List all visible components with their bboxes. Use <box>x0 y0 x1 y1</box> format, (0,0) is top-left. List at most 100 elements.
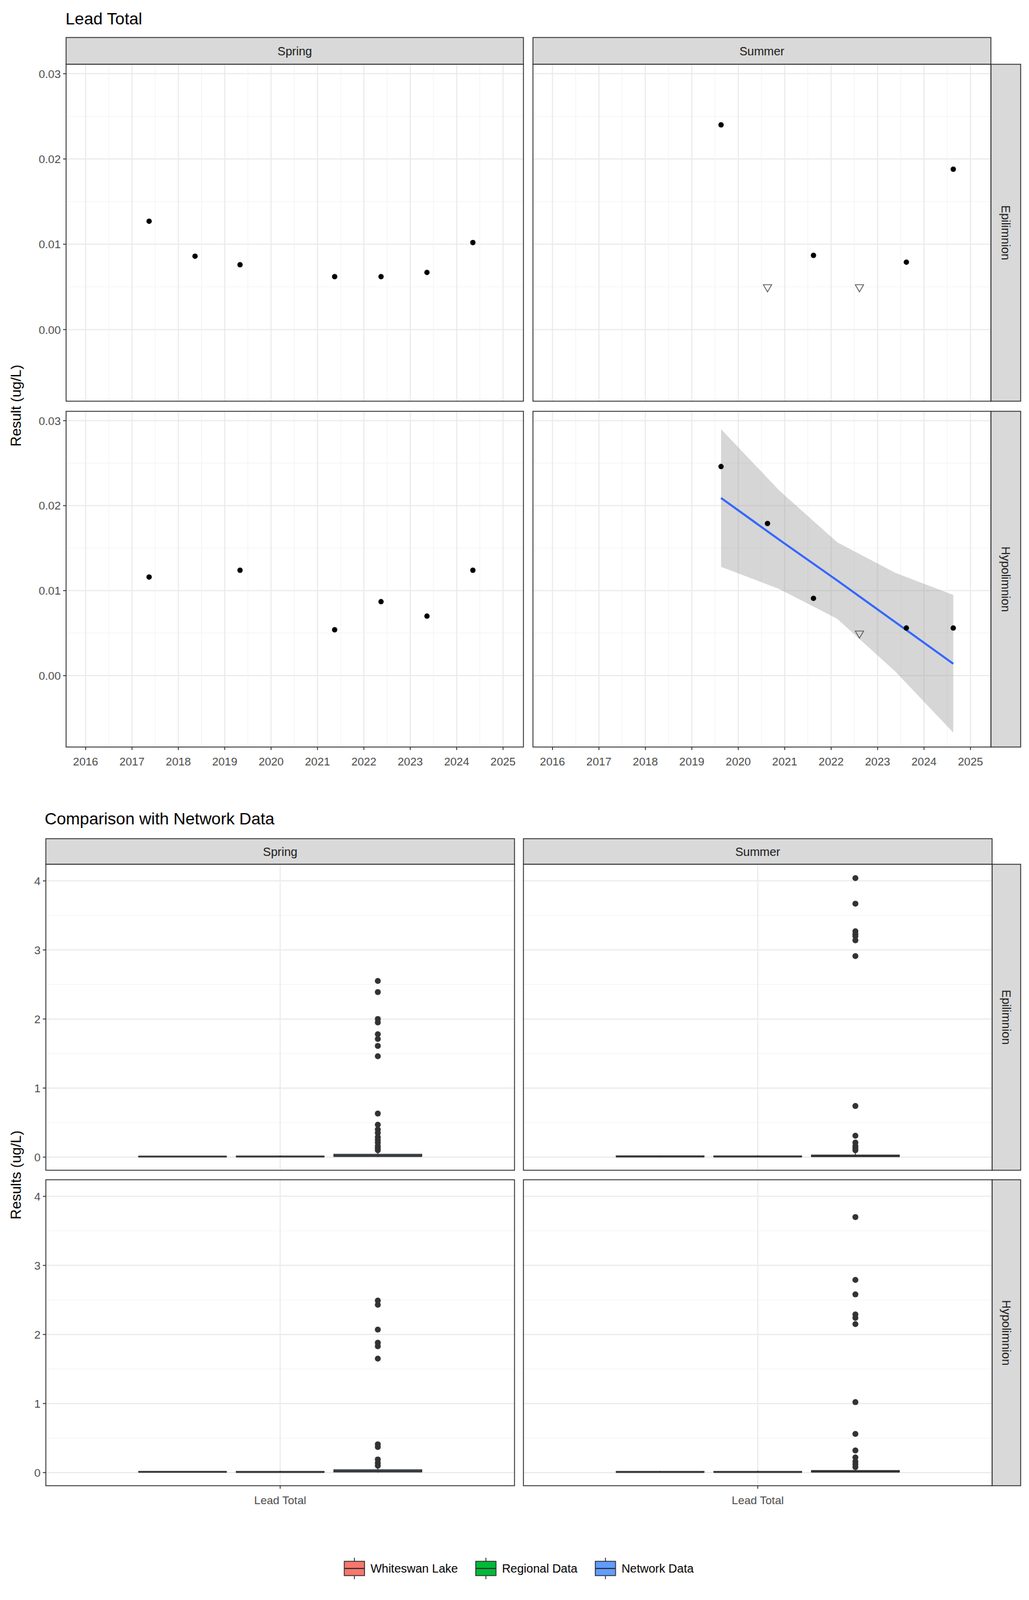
box <box>811 1470 900 1473</box>
tick <box>42 1087 46 1090</box>
tick <box>784 747 786 751</box>
tick <box>85 747 87 751</box>
point <box>378 599 384 605</box>
tick <box>42 1018 46 1021</box>
tick <box>691 747 693 751</box>
tick-label: 2021 <box>304 755 330 769</box>
figure: Lead TotalSpringSummerEpilimnionHypolimn… <box>0 0 1029 1600</box>
point <box>855 631 864 639</box>
panel-border <box>523 864 993 1171</box>
tick-label: 0.00 <box>38 669 61 683</box>
minor-grid <box>108 64 109 402</box>
grid-line <box>177 411 179 748</box>
tick-label: 0 <box>33 1467 41 1480</box>
median <box>236 1471 325 1474</box>
strip-label: Epilimnion <box>999 990 1013 1046</box>
grid-line <box>66 158 524 160</box>
minor-grid <box>432 64 434 402</box>
minor-grid <box>479 64 480 402</box>
grid-line <box>737 64 739 402</box>
grid-line <box>970 64 972 402</box>
tick <box>42 1472 46 1474</box>
grid-line <box>270 64 272 402</box>
grid-line <box>532 420 991 422</box>
box <box>236 1156 325 1158</box>
outlier <box>852 1214 859 1221</box>
minor-grid <box>387 411 388 748</box>
outlier <box>852 1448 859 1455</box>
box <box>138 1472 227 1474</box>
point <box>423 269 430 276</box>
grid-line <box>363 64 365 402</box>
minor-grid <box>714 64 716 402</box>
tick-label: 3 <box>33 1260 41 1273</box>
tick-label: 2025 <box>958 755 984 769</box>
point <box>950 166 956 173</box>
tick <box>316 747 318 751</box>
panel-background <box>532 64 991 402</box>
tick-label: 2018 <box>165 755 191 769</box>
panel-background <box>45 864 515 1171</box>
outlier <box>852 1321 859 1328</box>
tick-label: 2019 <box>211 755 238 769</box>
grid-line <box>270 411 272 748</box>
tick-label: Lead Total <box>731 1494 784 1508</box>
minor-grid <box>66 633 524 634</box>
strip <box>990 64 1021 402</box>
median <box>334 1155 423 1158</box>
grid-line <box>66 590 524 592</box>
grid-line <box>131 411 133 748</box>
tick-label: 2022 <box>818 755 844 769</box>
grid-line <box>66 73 524 75</box>
minor-grid <box>387 64 388 402</box>
legend-median <box>475 1568 497 1570</box>
grid-line <box>456 64 458 402</box>
box <box>616 1472 705 1473</box>
legend-key <box>475 1561 497 1577</box>
tick-label: 2021 <box>772 755 798 769</box>
tick-label: 2019 <box>679 755 705 769</box>
box <box>334 1154 423 1157</box>
tick-label: 2023 <box>865 755 891 769</box>
tick <box>63 73 67 75</box>
trend-line <box>721 498 954 664</box>
tick-label: 0.01 <box>38 238 61 251</box>
minor-grid <box>946 64 948 402</box>
outlier <box>374 1463 381 1470</box>
tick-label: 0.02 <box>38 153 61 166</box>
minor-grid <box>621 64 623 402</box>
outlier <box>374 1302 381 1309</box>
plot-area <box>718 122 956 292</box>
grid-line <box>830 64 832 402</box>
panel-background <box>45 1180 515 1487</box>
minor-grid <box>108 411 109 748</box>
strip <box>992 1180 1021 1487</box>
median <box>236 1156 325 1159</box>
grid-line <box>502 64 504 402</box>
tick <box>63 420 67 422</box>
minor-grid <box>340 411 342 748</box>
grid-line <box>970 411 972 748</box>
legend-item: Whiteswan Lake <box>344 1558 458 1580</box>
median <box>713 1155 803 1158</box>
grid-line <box>757 1180 759 1487</box>
legend-item: Network Data <box>595 1558 695 1580</box>
outlier <box>374 989 381 996</box>
legend-label: Whiteswan Lake <box>370 1562 458 1576</box>
plot-area <box>718 429 956 734</box>
grid-line <box>66 504 524 507</box>
grid-line <box>532 158 991 160</box>
minor-grid <box>247 64 249 402</box>
point <box>903 259 910 265</box>
axis-title: Results (ug/L) <box>7 1130 24 1220</box>
tick <box>737 747 739 751</box>
legend: Whiteswan LakeRegional DataNetwork Data <box>344 1558 695 1580</box>
minor-grid <box>201 64 202 402</box>
minor-grid <box>340 64 342 402</box>
chart-title: Lead Total <box>65 9 143 28</box>
grid-line <box>552 411 554 748</box>
grid-line <box>363 411 365 748</box>
outlier <box>852 1133 859 1140</box>
point <box>192 253 198 260</box>
outlier <box>852 1277 859 1284</box>
